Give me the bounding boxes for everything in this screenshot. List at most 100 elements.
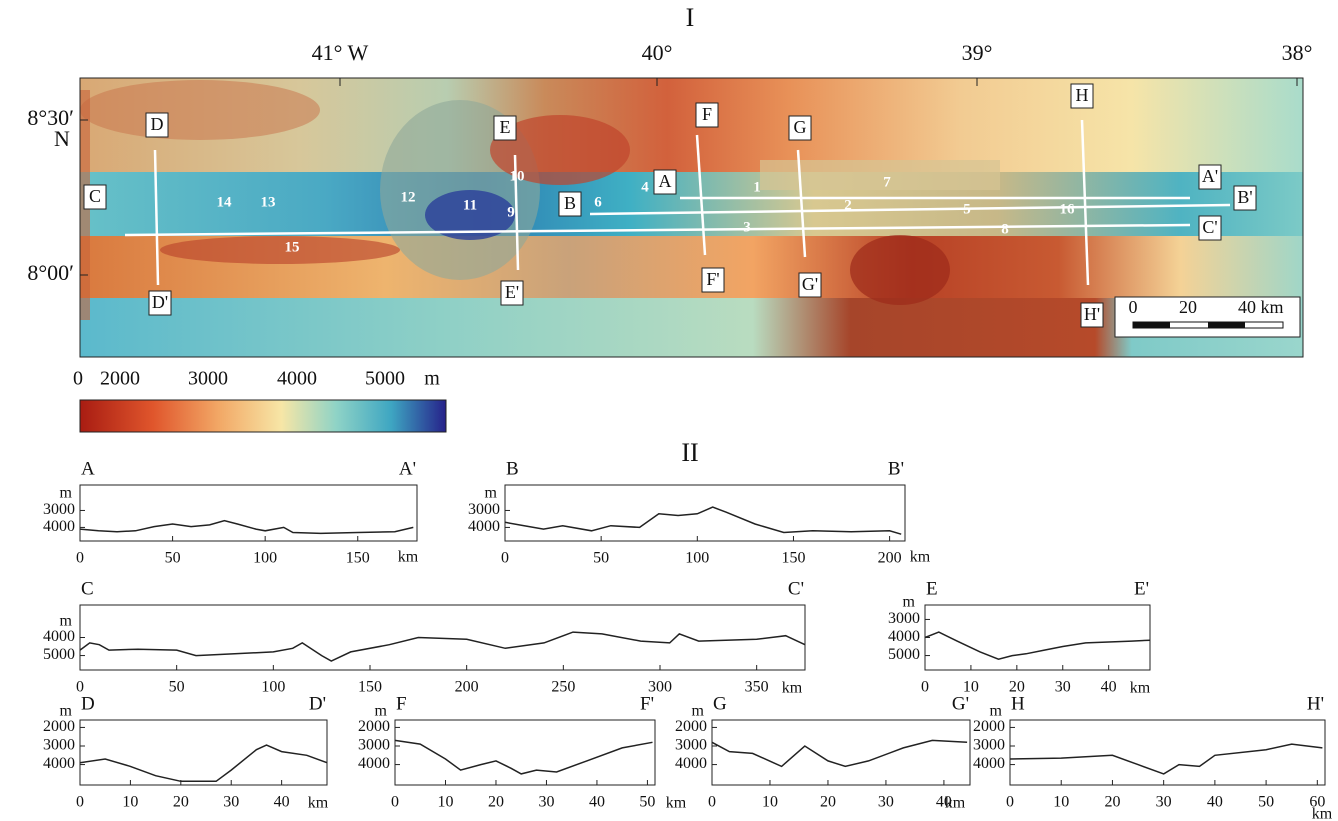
y-tick-label: 3000	[675, 737, 707, 754]
plot-frame	[80, 605, 805, 670]
scale-bar-segment	[1208, 322, 1245, 328]
x-tick-label: 100	[253, 550, 277, 567]
y-tick-label: 4000	[358, 755, 390, 772]
profile-curve	[925, 632, 1150, 659]
x-tick-label: 250	[551, 679, 575, 696]
x-tick-label: 150	[346, 550, 370, 567]
profile-curve	[80, 745, 327, 781]
map-relief	[160, 236, 400, 264]
profile-start-label: G	[713, 693, 727, 714]
lon-label: 38°	[1282, 40, 1313, 65]
colorbar-label: 0	[73, 368, 83, 390]
x-tick-label: 0	[76, 794, 84, 811]
x-tick-label: 0	[708, 794, 716, 811]
scale-label: 40 km	[1238, 297, 1284, 317]
profile-label: H	[1076, 85, 1089, 105]
scale-bar-segment	[1133, 322, 1170, 328]
profile-label: H'	[1084, 304, 1100, 324]
colorbar-label: m	[424, 368, 440, 390]
profile-start-label: H	[1011, 693, 1025, 714]
x-tick-label: 10	[1053, 794, 1069, 811]
profile-label: F	[702, 104, 712, 124]
x-tick-label: 150	[358, 679, 382, 696]
x-tick-label: 40	[589, 794, 605, 811]
profile-label: G	[794, 117, 807, 137]
profile-end-label: F'	[640, 693, 654, 714]
profile-start-label: F	[396, 693, 407, 714]
x-axis-unit: km	[398, 549, 419, 566]
x-axis-unit: km	[910, 549, 931, 566]
profile-label: B	[564, 193, 576, 213]
lon-label: 39°	[962, 40, 993, 65]
feature-label: 15	[285, 239, 300, 255]
map-relief	[80, 80, 320, 140]
plot-frame	[712, 720, 970, 785]
profile-label: C'	[1202, 217, 1217, 237]
feature-label: 11	[463, 197, 477, 213]
y-tick-label: 5000	[43, 646, 75, 663]
x-tick-label: 0	[921, 679, 929, 696]
profile-curve	[395, 740, 653, 774]
profile-curve	[80, 632, 805, 661]
x-tick-label: 50	[1258, 794, 1274, 811]
x-tick-label: 10	[762, 794, 778, 811]
y-tick-label: 2000	[675, 718, 707, 735]
y-tick-label: 2000	[973, 718, 1005, 735]
feature-label: 14	[217, 194, 233, 210]
x-tick-label: 50	[169, 679, 185, 696]
x-tick-label: 30	[1156, 794, 1172, 811]
x-tick-label: 50	[593, 550, 609, 567]
x-tick-label: 200	[455, 679, 479, 696]
figure: I II 41° W40°39°38°8°30′8°00′NAA'BB'CC'D…	[0, 0, 1338, 821]
x-axis-unit: km	[1130, 680, 1151, 697]
y-tick-label: 3000	[468, 501, 500, 518]
y-tick-label: 4000	[468, 518, 500, 535]
x-tick-label: 30	[1055, 679, 1071, 696]
x-tick-label: 50	[639, 794, 655, 811]
profile-label: F'	[706, 269, 719, 289]
profile-curve	[712, 740, 967, 766]
plot-frame	[505, 485, 905, 541]
x-tick-label: 60	[1309, 794, 1325, 811]
profile-start-label: C	[81, 578, 94, 599]
profile-start-label: D	[81, 693, 95, 714]
x-tick-label: 50	[165, 550, 181, 567]
section-title: II	[681, 438, 698, 467]
feature-label: 9	[507, 204, 515, 220]
x-axis-unit: km	[308, 795, 329, 812]
profile-end-label: H'	[1307, 693, 1324, 714]
profile-end-label: D'	[309, 693, 326, 714]
y-tick-label: 4000	[43, 755, 75, 772]
feature-label: 7	[883, 174, 891, 190]
colorbar-label: 3000	[188, 368, 228, 390]
scale-label: 0	[1129, 297, 1138, 317]
profile-start-label: B	[506, 458, 519, 479]
profile-label: A	[659, 171, 672, 191]
lat-hemisphere: N	[54, 126, 70, 151]
x-tick-label: 350	[745, 679, 769, 696]
profile-label: G'	[802, 274, 818, 294]
feature-label: 16	[1060, 201, 1076, 217]
x-tick-label: 20	[488, 794, 504, 811]
y-tick-label: 4000	[675, 755, 707, 772]
lat-label: 8°00′	[27, 260, 74, 285]
profile-end-label: A'	[399, 458, 416, 479]
x-axis-unit: km	[666, 795, 687, 812]
y-tick-label: 5000	[888, 646, 920, 663]
profile-end-label: B'	[888, 458, 904, 479]
x-tick-label: 0	[1006, 794, 1014, 811]
profile-label: B'	[1237, 187, 1252, 207]
feature-label: 6	[594, 194, 602, 210]
profile-start-label: A	[81, 458, 95, 479]
x-tick-label: 10	[122, 794, 138, 811]
x-tick-label: 30	[223, 794, 239, 811]
x-tick-label: 40	[1101, 679, 1117, 696]
colorbar-label: 5000	[365, 368, 405, 390]
y-tick-label: 3000	[888, 610, 920, 627]
feature-label: 13	[261, 194, 276, 210]
y-axis-unit: m	[60, 613, 73, 630]
y-tick-label: 3000	[43, 501, 75, 518]
lon-label: 41° W	[312, 40, 369, 65]
y-tick-label: 4000	[43, 628, 75, 645]
x-tick-label: 150	[781, 550, 805, 567]
